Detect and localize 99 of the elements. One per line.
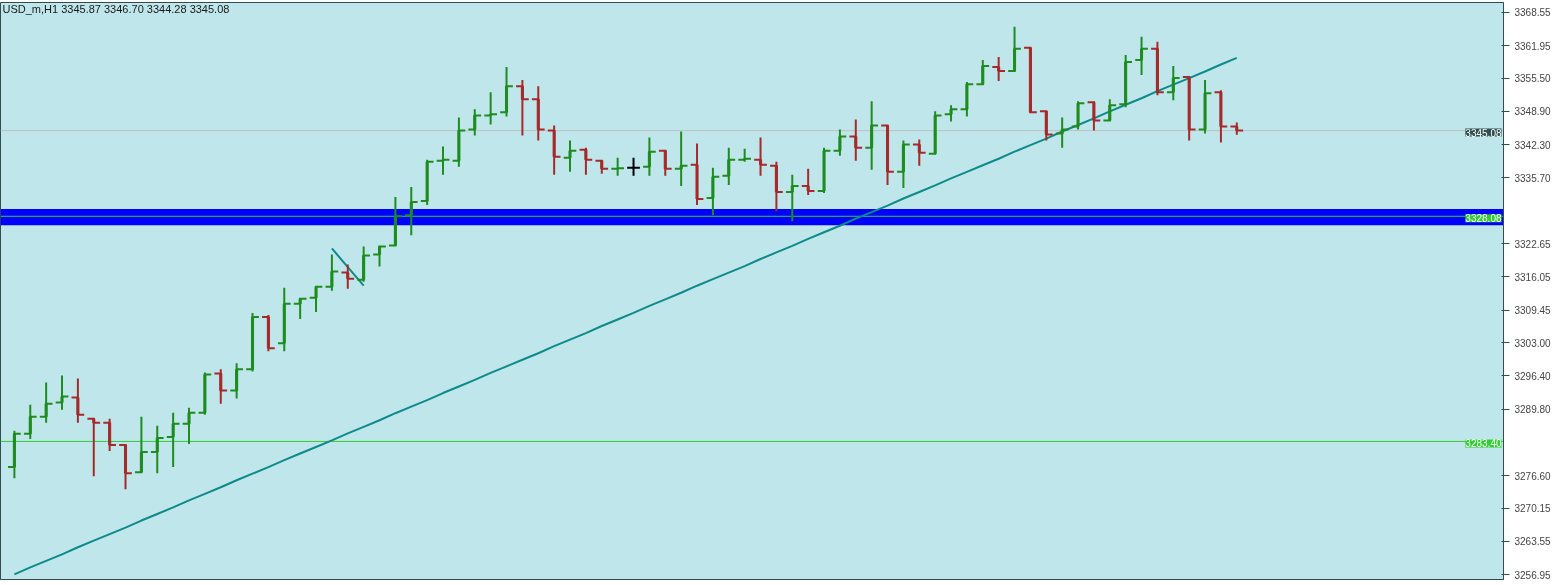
candlestick [7, 429, 22, 480]
candlestick [546, 124, 562, 176]
candlestick [1150, 40, 1165, 97]
candlestick [911, 138, 927, 167]
candlestick [880, 124, 895, 186]
candlestick [451, 116, 467, 168]
candlestick [86, 417, 102, 478]
candlestick [753, 136, 768, 177]
candlestick [356, 245, 371, 283]
candlestick [657, 149, 673, 177]
candlestick [991, 55, 1007, 83]
candlestick [419, 158, 435, 207]
candlestick [769, 160, 784, 213]
candlestick [1054, 116, 1070, 149]
candlestick [229, 362, 244, 400]
candlestick [864, 100, 880, 171]
candlestick [181, 406, 197, 445]
line-series [13, 56, 1238, 576]
candlestick [1213, 89, 1229, 144]
y-tick-label: 3276.60 [1514, 470, 1552, 482]
y-tick-label: 3342.30 [1514, 139, 1552, 151]
y-tick-label: 3289.80 [1514, 404, 1552, 416]
candlestick [118, 442, 133, 491]
candlestick [1134, 35, 1149, 77]
candlestick [276, 286, 292, 353]
candlestick [22, 403, 38, 440]
candlestick [1102, 98, 1118, 123]
candlestick [832, 128, 848, 157]
candlestick [499, 66, 514, 118]
y-tick-label: 3368.55 [1514, 7, 1552, 19]
candlestick [1165, 65, 1181, 102]
candlestick [261, 313, 276, 353]
candlestick [467, 108, 483, 137]
candlestick [896, 139, 911, 189]
candlestick [721, 146, 737, 186]
candlestick [594, 158, 610, 175]
candlestick [626, 156, 641, 177]
candlestick [38, 381, 54, 424]
candlestick [403, 185, 419, 237]
y-tick-label: 3322.65 [1514, 238, 1552, 250]
candlestick [800, 167, 816, 196]
candlestick [292, 296, 308, 320]
candlestick [1007, 25, 1022, 74]
candlestick [308, 285, 324, 313]
candlestick [213, 368, 229, 405]
candlestick [372, 244, 387, 268]
candlestick [245, 311, 260, 373]
candlestick [610, 156, 625, 177]
candlestick [483, 91, 498, 126]
candlestick [340, 263, 356, 290]
candlestick [975, 58, 991, 87]
candlestick [1070, 100, 1086, 131]
y-tick-label: 3309.45 [1514, 305, 1552, 317]
y-tick-label: 3296.40 [1514, 370, 1552, 382]
y-tick-label: 3270.15 [1514, 503, 1552, 515]
candlestick [689, 142, 705, 207]
candlestick [1118, 53, 1134, 109]
candlestick [816, 146, 832, 194]
candlestick [959, 81, 975, 118]
candlestick [578, 146, 594, 176]
candlestick [737, 147, 753, 163]
candlestick [165, 411, 181, 469]
candlestick [1038, 109, 1054, 142]
ref-line-label: 3283.40 [1465, 438, 1502, 450]
candlestick [435, 145, 451, 176]
candlestick [134, 415, 149, 474]
y-tick-label: 3348.90 [1514, 106, 1552, 118]
candlestick [562, 139, 578, 173]
candlestick [784, 173, 800, 223]
y-tick-label: 3263.55 [1514, 536, 1552, 548]
candlestick [943, 104, 959, 123]
candlestick [1229, 121, 1245, 136]
candlestick [673, 130, 689, 187]
candlestick [927, 110, 943, 155]
candlestick [102, 417, 117, 452]
candlestick [324, 253, 340, 292]
ref-line-label: 3345.08 [1465, 127, 1502, 139]
y-tick-label: 3355.50 [1514, 73, 1552, 85]
candlestick [515, 79, 530, 137]
candlestick [1023, 45, 1038, 115]
y-tick-label: 3361.95 [1514, 40, 1552, 52]
ref-line-label: 3328.08 [1465, 213, 1502, 225]
y-tick-label: 3316.05 [1514, 271, 1552, 283]
chart-title: USD_m,H1 3345.87 3346.70 3344.28 3345.08 [2, 2, 230, 15]
candlestick [642, 136, 657, 177]
candlestick [388, 196, 403, 248]
candlestick [70, 377, 86, 424]
candlestick [848, 118, 864, 162]
y-tick-label: 3303.00 [1514, 337, 1552, 349]
y-tick-label: 3335.70 [1514, 172, 1552, 184]
candlestick [1181, 75, 1197, 142]
candlestick [197, 371, 213, 416]
candlestick [1197, 79, 1213, 135]
candlestick [1086, 100, 1102, 132]
y-tick-label: 3256.95 [1514, 569, 1552, 581]
candlestick [705, 166, 721, 217]
candlestick [149, 424, 165, 475]
candlestick [54, 374, 70, 411]
candlestick [530, 85, 546, 142]
